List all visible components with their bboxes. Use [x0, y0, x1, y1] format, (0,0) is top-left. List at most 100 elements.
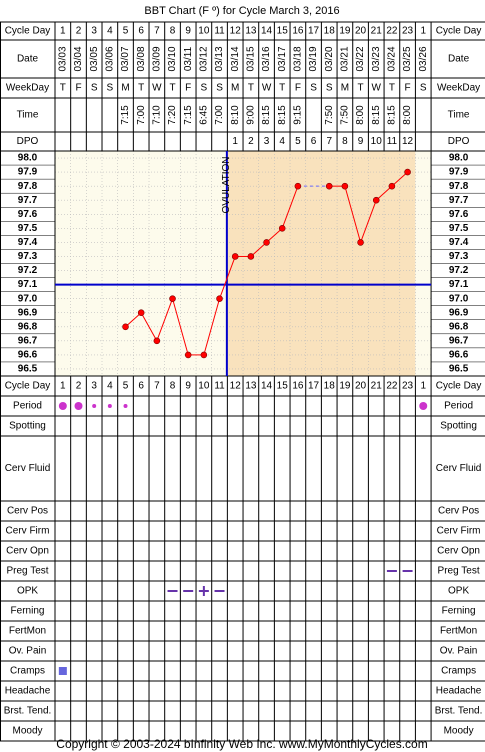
- cycle_day-cell: 19: [339, 26, 351, 37]
- dpo-cell: 7: [326, 136, 332, 147]
- row-label-right: Moody: [444, 726, 474, 737]
- weekday-cell: S: [91, 83, 98, 94]
- ytick-label-right: 97.2: [449, 265, 469, 276]
- cycle_day-cell: 14: [261, 26, 273, 37]
- temp-line-segment: [203, 298, 221, 356]
- time-cell: 7:00: [136, 105, 147, 125]
- row-label-right: FertMon: [440, 626, 477, 637]
- ytick-label-right: 97.0: [449, 293, 469, 304]
- cycle-day-cell: 3: [91, 381, 97, 392]
- chart-title: BBT Chart (F º) for Cycle March 3, 2016: [144, 5, 339, 17]
- row-label-right: Cerv Fluid: [436, 463, 482, 474]
- cycle-day-cell: 8: [170, 381, 176, 392]
- cycle-day-cell: 16: [292, 381, 304, 392]
- date-cell: 03/06: [104, 46, 115, 71]
- row-label-right-date: Date: [448, 54, 470, 65]
- temp-line-segment: [250, 242, 267, 257]
- temp-point: [325, 182, 333, 190]
- temp-point: [247, 253, 255, 260]
- row-label-right: Ov. Pain: [440, 646, 478, 657]
- cycle_day-cell: 18: [324, 26, 336, 37]
- date-cell: 03/05: [89, 46, 100, 71]
- temp-line-segment: [125, 312, 142, 328]
- weekday-cell: S: [310, 83, 317, 94]
- ytick-label-right: 96.8: [449, 321, 469, 332]
- time-cell: 9:00: [246, 105, 257, 125]
- weekday-cell: S: [201, 83, 208, 94]
- row-label: Spotting: [9, 421, 46, 432]
- dpo-cell: 4: [279, 136, 285, 147]
- ytick-label-right: 97.1: [449, 279, 469, 290]
- cycle_day-cell: 10: [198, 26, 210, 37]
- date-cell: 03/03: [57, 46, 68, 71]
- cycle_day-cell: 8: [170, 26, 176, 37]
- cycle_day-cell: 9: [185, 26, 191, 37]
- period-mark: [419, 402, 428, 410]
- pre-ovulation-band: [55, 151, 228, 376]
- ytick-label: 97.7: [18, 195, 38, 206]
- ytick-label-right: 96.9: [449, 307, 469, 318]
- ytick-label-right: 97.4: [449, 237, 469, 248]
- weekday-cell: S: [216, 83, 223, 94]
- cycle-day-cell: 9: [185, 381, 191, 392]
- row-label: Cerv Firm: [6, 526, 50, 537]
- weekday-cell: M: [121, 83, 129, 94]
- cycle-day-cell: 21: [371, 381, 383, 392]
- ytick-label: 97.9: [18, 167, 38, 178]
- row-label-right: Cerv Pos: [438, 506, 479, 517]
- ytick-label: 97.3: [18, 251, 38, 262]
- row-label: Cramps: [10, 666, 45, 677]
- row-label: OPK: [17, 586, 38, 597]
- dpo-cell: 3: [264, 136, 270, 147]
- date-cell: 03/21: [340, 46, 351, 71]
- row-label: Headache: [5, 686, 51, 697]
- cycle_day-cell: 17: [308, 26, 320, 37]
- row-label-right: Period: [444, 401, 473, 412]
- temp-line-segment: [219, 256, 236, 299]
- date-cell: 03/26: [418, 46, 429, 71]
- weekday-cell: W: [262, 83, 272, 94]
- cycle-day-cell: 17: [308, 381, 320, 392]
- weekday-cell: W: [372, 83, 382, 94]
- ytick-label: 96.8: [18, 321, 38, 332]
- row-label: Period: [13, 401, 42, 412]
- temp-line-segment: [266, 227, 283, 243]
- copyright-footer: Copyright © 2003-2024 bInfinity Web Inc.…: [56, 737, 427, 751]
- temp-point: [278, 225, 286, 232]
- ytick-label: 96.9: [18, 307, 38, 318]
- dpo-cell: 8: [342, 136, 348, 147]
- temp-line-segment: [172, 298, 189, 356]
- row-label-right: Preg Test: [438, 566, 480, 577]
- time-cell: 7:15: [120, 105, 131, 125]
- row-label: Cycle Day: [5, 381, 51, 392]
- cycle-day-cell: 5: [123, 381, 129, 392]
- dpo-cell: 10: [371, 136, 383, 147]
- temp-point: [200, 351, 208, 359]
- cycle-day-cell: 20: [355, 381, 367, 392]
- weekday-cell: T: [248, 83, 254, 94]
- temp-point: [153, 337, 161, 345]
- cycle_day-cell: 7: [154, 26, 160, 37]
- row-label: FertMon: [9, 626, 46, 637]
- row-label: Cerv Opn: [6, 546, 49, 557]
- time-cell: 9:15: [293, 105, 304, 125]
- temp-point: [357, 239, 364, 246]
- ytick-label-right: 97.6: [449, 209, 469, 220]
- temp-point: [404, 168, 411, 176]
- row-label-weekday: WeekDay: [6, 83, 49, 94]
- weekday-cell: T: [358, 83, 364, 94]
- cycle_day-cell: 5: [123, 26, 129, 37]
- cycle-day-cell: 15: [277, 381, 289, 392]
- weekday-cell: F: [185, 83, 191, 94]
- temp-line-segment: [391, 171, 408, 187]
- row-label-right: Cycle Day: [436, 381, 482, 392]
- ytick-label-right: 97.3: [449, 251, 469, 262]
- cycle-day-cell: 6: [138, 381, 144, 392]
- cycle_day-cell: 3: [91, 26, 97, 37]
- next-cycle-band: [415, 151, 432, 376]
- row-label-right: Headache: [436, 686, 482, 697]
- ytick-label: 97.8: [18, 181, 38, 192]
- row-label-time: Time: [17, 110, 39, 121]
- weekday-cell: F: [75, 83, 81, 94]
